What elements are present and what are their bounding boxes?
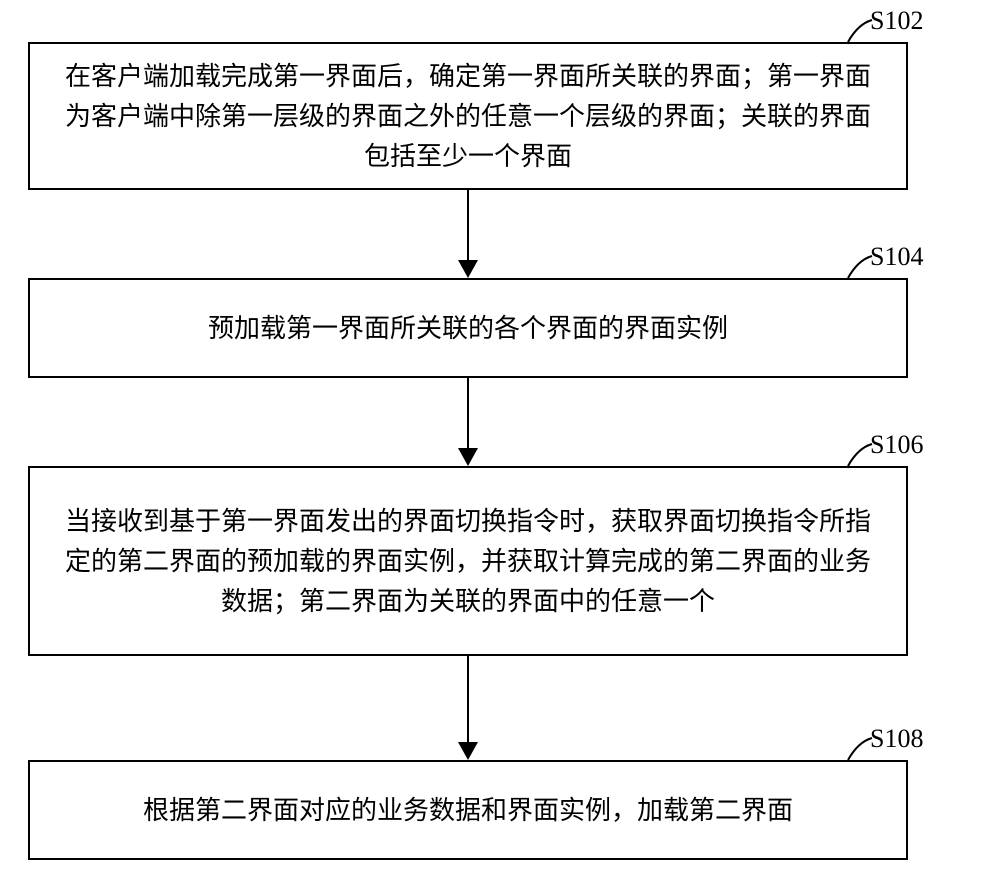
flow-node-text: 当接收到基于第一界面发出的界面切换指令时，获取界面切换指令所指定的第二界面的预加… [58,501,878,622]
flow-node-s102: 在客户端加载完成第一界面后，确定第一界面所关联的界面；第一界面为客户端中除第一层… [28,42,908,190]
step-label-s106: S106 [870,430,923,460]
step-curve-s102 [844,16,876,46]
flow-node-text: 根据第二界面对应的业务数据和界面实例，加载第二界面 [143,790,793,830]
step-curve-s106 [844,440,876,470]
arrow-head-icon [458,260,478,278]
flow-node-text: 预加载第一界面所关联的各个界面的界面实例 [208,308,728,348]
arrow-line-s106-s108 [467,656,469,743]
arrow-head-icon [458,448,478,466]
flow-node-s106: 当接收到基于第一界面发出的界面切换指令时，获取界面切换指令所指定的第二界面的预加… [28,466,908,656]
step-curve-s104 [844,252,876,282]
step-label-s102: S102 [870,6,923,36]
flow-node-s104: 预加载第一界面所关联的各个界面的界面实例 [28,278,908,378]
flowchart-canvas: 在客户端加载完成第一界面后，确定第一界面所关联的界面；第一界面为客户端中除第一层… [0,0,1000,896]
step-label-s108: S108 [870,724,923,754]
flow-node-s108: 根据第二界面对应的业务数据和界面实例，加载第二界面 [28,760,908,860]
step-curve-s108 [844,734,876,764]
arrow-line-s104-s106 [467,378,469,449]
arrow-line-s102-s104 [467,190,469,261]
flow-node-text: 在客户端加载完成第一界面后，确定第一界面所关联的界面；第一界面为客户端中除第一层… [58,56,878,177]
step-label-s104: S104 [870,242,923,272]
arrow-head-icon [458,742,478,760]
